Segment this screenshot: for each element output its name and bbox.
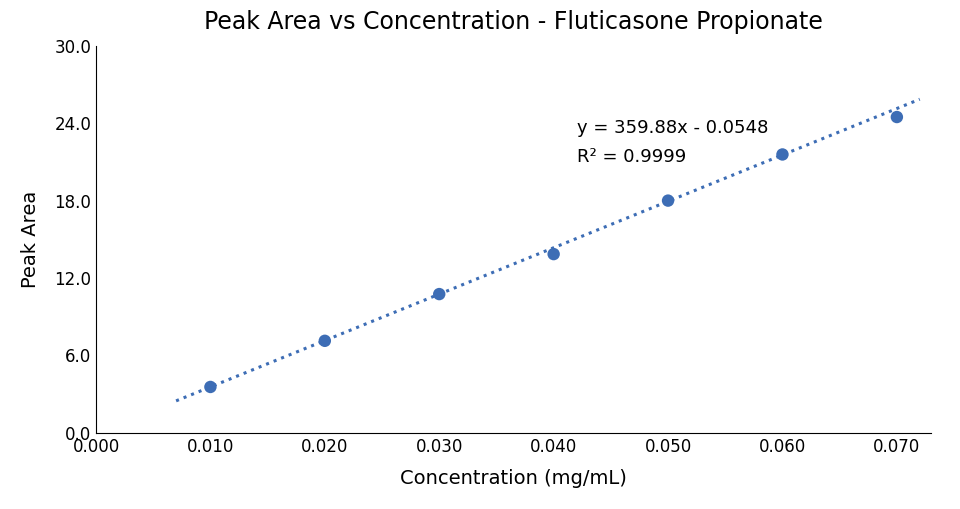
Point: [889, 113, 904, 121]
Point: [660, 196, 676, 205]
Y-axis label: Peak Area: Peak Area: [21, 190, 40, 288]
Point: [775, 150, 790, 158]
X-axis label: Concentration (mg/mL): Concentration (mg/mL): [400, 469, 627, 489]
Text: y = 359.88x - 0.0548
R² = 0.9999: y = 359.88x - 0.0548 R² = 0.9999: [577, 119, 768, 166]
Point: [317, 337, 332, 345]
Title: Peak Area vs Concentration - Fluticasone Propionate: Peak Area vs Concentration - Fluticasone…: [204, 10, 823, 34]
Point: [432, 290, 447, 298]
Point: [546, 250, 562, 258]
Point: [203, 383, 218, 391]
